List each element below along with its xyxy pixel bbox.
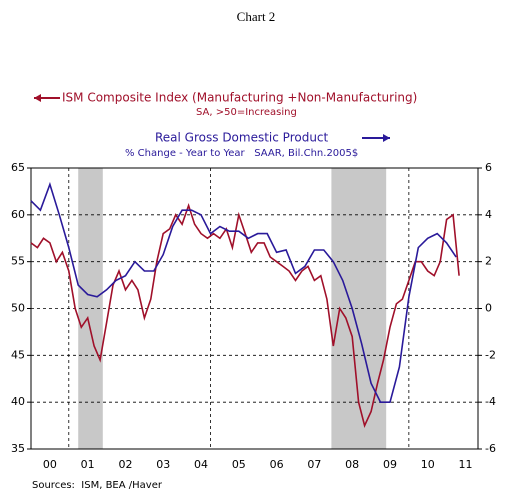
y-tick-label: 50 xyxy=(11,302,25,315)
x-tick-label: 05 xyxy=(232,458,246,471)
x-tick-label: 02 xyxy=(118,458,132,471)
x-tick-label: 11 xyxy=(459,458,473,471)
annotation: SA, >50=Increasing xyxy=(196,107,297,118)
legend-label: Real Gross Domestic Product xyxy=(155,131,329,145)
y2-tick-label: 0 xyxy=(485,302,492,315)
x-tick-label: 10 xyxy=(421,458,435,471)
plot-frame xyxy=(30,167,479,450)
y-tick-label: 65 xyxy=(11,161,25,174)
y2-tick-label: -2 xyxy=(485,348,496,361)
x-tick-label: 01 xyxy=(81,458,95,471)
y2-tick-label: 4 xyxy=(485,208,492,221)
y2-tick-label: 2 xyxy=(485,255,492,268)
x-tick-label: 06 xyxy=(270,458,284,471)
x-tick-label: 09 xyxy=(383,458,397,471)
x-tick-label: 04 xyxy=(194,458,208,471)
legend-arrow-head xyxy=(34,94,41,102)
chart-title: Chart 2 xyxy=(237,9,276,24)
y2-tick-label: -6 xyxy=(485,442,496,455)
y-tick-label: 55 xyxy=(11,255,25,268)
source: Sources: ISM, BEA /Haver xyxy=(32,480,163,491)
y2-tick-label: 6 xyxy=(485,161,492,174)
series-line xyxy=(30,202,460,428)
annotation: % Change - Year to Year SAAR, Bil.Chn.20… xyxy=(125,148,358,159)
y2-tick-label: -4 xyxy=(485,395,496,408)
x-tick-label: 07 xyxy=(307,458,321,471)
y-tick-label: 35 xyxy=(11,442,25,455)
legend-label: ISM Composite Index (Manufacturing +Non-… xyxy=(62,91,417,105)
y-tick-label: 40 xyxy=(11,395,25,408)
series-line xyxy=(30,181,457,403)
x-tick-label: 00 xyxy=(43,458,57,471)
x-tick-label: 03 xyxy=(156,458,170,471)
y-tick-label: 45 xyxy=(11,348,25,361)
y-tick-label: 60 xyxy=(11,208,25,221)
legend-arrow-head xyxy=(383,134,390,142)
x-tick-label: 08 xyxy=(345,458,359,471)
